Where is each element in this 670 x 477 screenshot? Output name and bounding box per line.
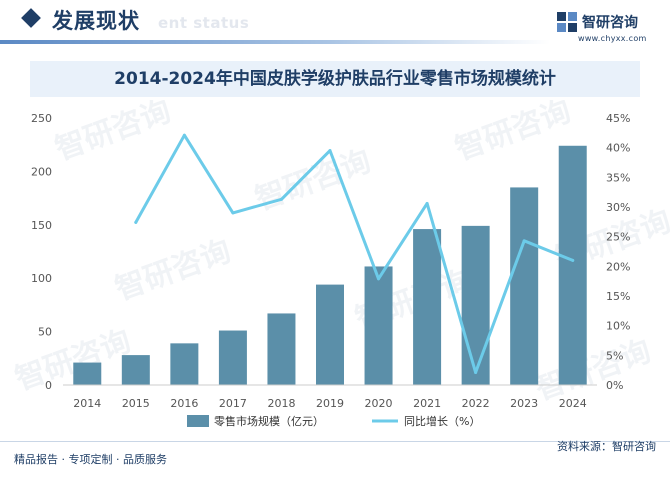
bar-2021 (413, 229, 442, 385)
left-axis-tick-label: 250 (31, 112, 52, 125)
bar-2020 (364, 266, 393, 385)
diamond-icon (21, 8, 41, 28)
x-axis-tick-label: 2019 (316, 397, 344, 410)
growth-point-2018 (279, 197, 283, 201)
chart-title-band: 2014-2024年中国皮肤学级护肤品行业零售市场规模统计 (30, 61, 640, 97)
x-axis-tick-label: 2018 (267, 397, 295, 410)
growth-point-2023 (522, 239, 526, 243)
growth-point-2021 (425, 201, 429, 205)
x-axis-tick-label: 2017 (219, 397, 247, 410)
brand-name: 智研咨询 (582, 15, 638, 31)
x-axis-tick-label: 2014 (73, 397, 101, 410)
line-series (134, 133, 575, 375)
legend-swatch-bar (187, 415, 209, 427)
x-axis-tick-label: 2015 (122, 397, 150, 410)
chart-title: 2014-2024年中国皮肤学级护肤品行业零售市场规模统计 (114, 69, 556, 89)
right-axis-tick-label: 45% (606, 112, 630, 125)
legend-label-line: 同比增长（%） (404, 414, 480, 428)
watermark-text: 智研咨询 (111, 234, 236, 308)
watermark-text: 智研咨询 (451, 100, 576, 168)
bar-2019 (316, 284, 344, 385)
section-subtitle: ent status (158, 14, 250, 32)
bar-2018 (267, 313, 296, 385)
growth-point-2022 (474, 371, 478, 375)
left-axis-tick-label: 50 (38, 326, 52, 339)
bar-2024 (558, 145, 587, 385)
watermark-text: 智研咨询 (251, 144, 376, 218)
bar-2022 (461, 225, 490, 385)
source-note: 资料来源：智研咨询 (557, 440, 656, 453)
footer-tagline: 精品报告 · 专项定制 · 品质服务 (14, 453, 167, 466)
right-axis-ticks: 0% 5% 10% 15% 20% 25% 30% 35% 40% 45% (606, 112, 630, 392)
bar-2023 (510, 187, 539, 385)
section-header: 发展现状 ent status 智研咨询 www.chyxx.com (0, 0, 670, 52)
x-axis-tick-label: 2016 (170, 397, 198, 410)
right-axis-tick-label: 35% (606, 171, 630, 184)
bar-series (73, 145, 587, 385)
growth-point-2017 (231, 211, 235, 215)
growth-point-2020 (377, 277, 381, 281)
watermark-text: 智研咨询 (51, 100, 176, 168)
bar-2015 (121, 355, 150, 385)
x-axis-ticks: 2014 2015 2016 2017 2018 2019 2020 2021 2022 2023… (73, 397, 586, 410)
right-axis-tick-label: 15% (606, 290, 630, 303)
right-axis-tick-label: 0% (606, 379, 623, 392)
right-axis-tick-label: 30% (606, 201, 630, 214)
right-axis-tick-label: 25% (606, 231, 630, 244)
growth-point-2016 (182, 133, 186, 137)
bar-2016 (170, 343, 199, 385)
growth-point-2015 (134, 220, 138, 224)
header-divider (0, 40, 550, 44)
right-axis-tick-label: 40% (606, 142, 630, 155)
growth-line (134, 133, 575, 374)
right-axis-tick-label: 5% (606, 349, 623, 362)
bar-2014 (73, 362, 102, 385)
brand-logo-icon (557, 12, 577, 32)
x-axis-tick-label: 2021 (413, 397, 441, 410)
legend: 零售市场规模（亿元） 同比增长（%） (187, 414, 480, 428)
brand-url: www.chyxx.com (578, 34, 647, 43)
left-axis-tick-label: 100 (31, 272, 52, 285)
bar-2017 (218, 330, 247, 385)
right-axis-tick-label: 10% (606, 320, 630, 333)
x-axis-tick-label: 2022 (462, 397, 490, 410)
legend-label-bar: 零售市场规模（亿元） (214, 414, 324, 428)
x-axis-tick-label: 2024 (559, 397, 587, 410)
footer-divider (0, 441, 670, 442)
right-axis-tick-label: 20% (606, 260, 630, 273)
left-axis-tick-label: 0 (45, 379, 52, 392)
left-axis-tick-label: 200 (31, 165, 52, 178)
left-axis-tick-label: 150 (31, 219, 52, 232)
x-axis-tick-label: 2023 (510, 397, 538, 410)
watermark-text: 智研咨询 (531, 334, 656, 408)
brand-logo-block: 智研咨询 www.chyxx.com (556, 9, 656, 49)
section-title: 发展现状 (52, 9, 140, 33)
watermark-text: 智研咨询 (11, 324, 136, 398)
x-axis-tick-label: 2020 (365, 397, 393, 410)
growth-point-2024 (571, 258, 575, 262)
chart: 智研咨询智研咨询智研咨询智研咨询智研咨询智研咨询智研咨询智研咨询 0501001… (11, 100, 670, 428)
growth-point-2019 (328, 149, 332, 153)
left-axis-ticks: 0 50 100 150 200 250 (31, 112, 52, 392)
